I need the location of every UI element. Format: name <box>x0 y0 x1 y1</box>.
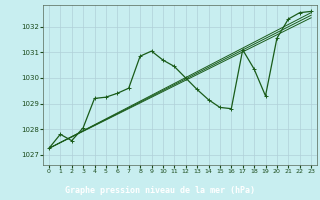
Text: Graphe pression niveau de la mer (hPa): Graphe pression niveau de la mer (hPa) <box>65 186 255 195</box>
